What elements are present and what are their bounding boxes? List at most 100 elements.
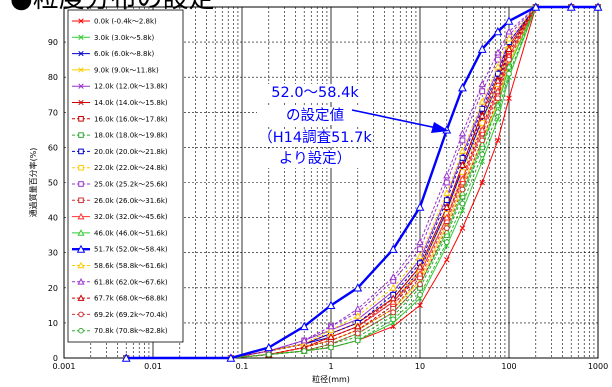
data-point — [494, 76, 502, 84]
data-point — [495, 137, 501, 144]
legend: 0.0k (-0.4k～2.8k) 3.0k (3.0k～5.8k) 6.0k (6… — [67, 9, 184, 343]
data-point — [444, 256, 450, 263]
series-line — [126, 5, 598, 360]
data-point — [77, 278, 85, 285]
data-point — [479, 179, 485, 186]
data-point — [78, 116, 84, 122]
data-point — [353, 283, 363, 292]
legend-label: 3.0k (3.0k～5.8k) — [94, 34, 155, 42]
data-point — [416, 238, 424, 246]
legend-label: 61.8k (62.0k～67.6k) — [94, 278, 168, 286]
legend-label: 0.0k (-0.4k～2.8k) — [94, 18, 157, 26]
series-line — [126, 6, 598, 359]
data-point — [78, 327, 84, 334]
data-point — [443, 227, 451, 235]
legend-item: 22.0k (22.0k～24.8k) — [72, 164, 168, 172]
annotation-line: 52.0～58.4k — [271, 85, 359, 101]
annotation-bg — [257, 129, 373, 147]
data-point — [443, 225, 450, 232]
data-point — [458, 147, 467, 154]
y-tick-label: 50 — [48, 179, 58, 188]
legend-item: 9.0k (9.0k～11.8k) — [72, 66, 159, 74]
annotation-line: より設定） — [279, 150, 351, 167]
data-point — [354, 322, 362, 330]
data-point — [76, 244, 86, 253]
x-tick-label: 0.1 — [236, 362, 249, 371]
legend-label: 12.0k (12.0k～13.8k) — [94, 83, 168, 91]
data-point — [458, 83, 467, 92]
legend-item: 69.2k (69.2k～70.4k) — [72, 311, 168, 319]
data-point — [443, 203, 451, 210]
data-point — [299, 321, 309, 331]
data-point — [78, 67, 84, 73]
y-tick-label: 70 — [48, 108, 58, 117]
annotation-bg — [257, 107, 373, 125]
data-point — [505, 45, 513, 53]
data-point — [478, 97, 486, 105]
legend-item: 51.7k (52.0k～58.4k) — [72, 244, 168, 254]
legend-item: 58.6k (58.8k～61.6k) — [72, 261, 168, 270]
data-point — [390, 309, 397, 316]
data-point — [505, 34, 513, 42]
data-point — [354, 312, 362, 319]
legend-label: 51.7k (52.0k～58.4k) — [94, 246, 168, 254]
data-point — [78, 164, 84, 171]
annotation-arrow-head — [431, 122, 449, 133]
legend-label: 67.7k (68.0k～68.8k) — [94, 295, 168, 303]
legend-item: 61.8k (62.0k～67.6k) — [72, 278, 168, 286]
data-point — [417, 291, 423, 298]
data-point — [459, 186, 466, 193]
data-point — [479, 137, 486, 144]
legend-label: 25.0k (25.2k～25.6k) — [94, 181, 168, 189]
data-point — [265, 351, 272, 358]
x-axis-label: 粒径(mm) — [312, 374, 350, 384]
data-point — [566, 2, 576, 11]
data-point — [389, 273, 397, 281]
legend-label: 16.0k (16.0k～17.8k) — [94, 115, 168, 123]
data-point — [354, 330, 361, 337]
data-point — [77, 261, 85, 269]
y-tick-label: 0 — [53, 354, 58, 363]
data-point — [478, 125, 486, 133]
data-point — [505, 62, 513, 70]
legend-label: 6.0k (6.0k～8.8k) — [94, 50, 155, 58]
data-point — [494, 95, 501, 102]
data-point — [354, 337, 361, 344]
series-15 — [121, 2, 603, 362]
data-point — [327, 326, 335, 333]
data-point — [389, 294, 397, 302]
data-point — [416, 252, 424, 260]
annotation-bg — [257, 84, 373, 102]
legend-item: 20.0k (20.0k～21.8k) — [72, 148, 168, 156]
legend-box — [67, 9, 184, 343]
y-tick-label: 10 — [48, 319, 58, 328]
legend-item: 12.0k (12.0k～13.8k) — [72, 83, 168, 91]
data-point — [300, 336, 308, 344]
x-tick-label: 0.001 — [53, 362, 76, 371]
data-point — [477, 44, 487, 53]
data-point — [443, 239, 450, 246]
legend-label: 46.0k (46.0k～51.6k) — [94, 229, 168, 237]
data-point — [458, 175, 467, 182]
annotation-arrow-line — [351, 109, 438, 129]
data-point — [78, 34, 84, 40]
data-point — [389, 297, 397, 305]
data-point — [493, 26, 503, 36]
data-point — [354, 305, 362, 312]
y-tick-label: 40 — [48, 214, 58, 223]
data-point — [78, 132, 84, 138]
plot-frame — [63, 6, 599, 359]
legend-item: 32.0k (32.0k～45.6k) — [72, 212, 168, 221]
data-point — [478, 111, 486, 119]
legend-item: 25.0k (25.2k～25.6k) — [72, 181, 168, 189]
x-tick-label: 1000 — [588, 362, 608, 371]
data-point — [390, 316, 397, 323]
data-point — [506, 95, 512, 102]
annotation: 52.0～58.4k の設定値 （H14調査51.7k より設定） — [257, 84, 449, 168]
data-point — [459, 225, 466, 231]
data-point — [494, 48, 502, 56]
data-point — [479, 151, 486, 158]
legend-item: 14.0k (14.0k～15.8k) — [72, 99, 168, 107]
series-line — [126, 6, 598, 359]
